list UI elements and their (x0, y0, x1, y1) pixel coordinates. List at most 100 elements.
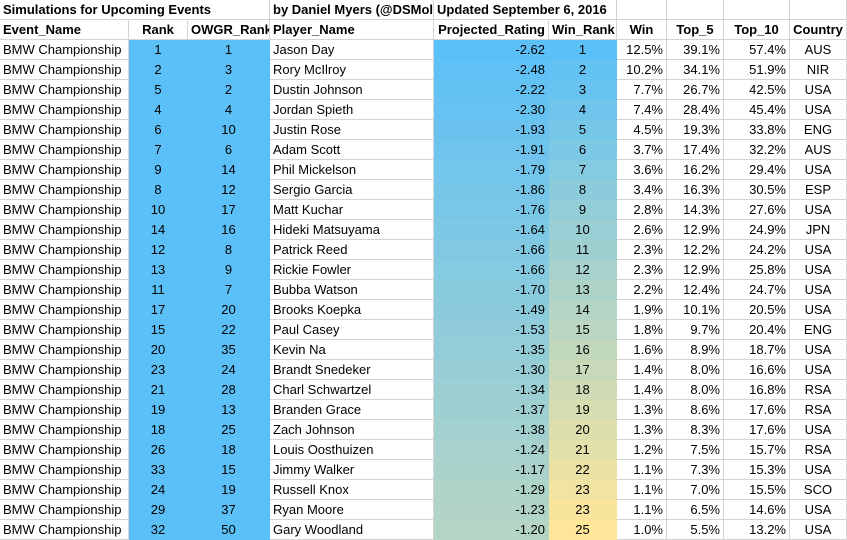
cell-win-rank[interactable]: 19 (549, 400, 617, 420)
cell-owgr-rank[interactable]: 7 (188, 280, 270, 300)
cell-top-10[interactable]: 25.8% (724, 260, 790, 280)
empty-cell[interactable] (667, 0, 724, 20)
header-country[interactable]: Country (790, 20, 847, 40)
cell-player-name[interactable]: Rory McIlroy (270, 60, 434, 80)
cell-top-5[interactable]: 16.3% (667, 180, 724, 200)
cell-top-5[interactable]: 10.1% (667, 300, 724, 320)
cell-win[interactable]: 3.7% (617, 140, 667, 160)
cell-player-name[interactable]: Louis Oosthuizen (270, 440, 434, 460)
cell-rank[interactable]: 5 (129, 80, 188, 100)
cell-event-name[interactable]: BMW Championship (0, 40, 129, 60)
cell-owgr-rank[interactable]: 1 (188, 40, 270, 60)
cell-win[interactable]: 2.3% (617, 240, 667, 260)
cell-player-name[interactable]: Paul Casey (270, 320, 434, 340)
cell-top-5[interactable]: 12.4% (667, 280, 724, 300)
cell-rank[interactable]: 1 (129, 40, 188, 60)
cell-win-rank[interactable]: 25 (549, 520, 617, 540)
cell-top-10[interactable]: 57.4% (724, 40, 790, 60)
cell-country[interactable]: USA (790, 160, 847, 180)
empty-cell[interactable] (724, 0, 790, 20)
cell-projected-rating[interactable]: -1.76 (434, 200, 549, 220)
cell-win-rank[interactable]: 17 (549, 360, 617, 380)
cell-country[interactable]: AUS (790, 40, 847, 60)
cell-event-name[interactable]: BMW Championship (0, 320, 129, 340)
cell-player-name[interactable]: Ryan Moore (270, 500, 434, 520)
cell-top-5[interactable]: 7.0% (667, 480, 724, 500)
cell-top-5[interactable]: 5.5% (667, 520, 724, 540)
cell-event-name[interactable]: BMW Championship (0, 180, 129, 200)
cell-top-5[interactable]: 14.3% (667, 200, 724, 220)
cell-player-name[interactable]: Hideki Matsuyama (270, 220, 434, 240)
cell-rank[interactable]: 18 (129, 420, 188, 440)
cell-rank[interactable]: 13 (129, 260, 188, 280)
cell-country[interactable]: ENG (790, 120, 847, 140)
cell-win[interactable]: 1.4% (617, 360, 667, 380)
cell-owgr-rank[interactable]: 16 (188, 220, 270, 240)
cell-win[interactable]: 2.8% (617, 200, 667, 220)
cell-top-5[interactable]: 19.3% (667, 120, 724, 140)
cell-event-name[interactable]: BMW Championship (0, 300, 129, 320)
cell-rank[interactable]: 26 (129, 440, 188, 460)
cell-win-rank[interactable]: 8 (549, 180, 617, 200)
cell-win[interactable]: 1.8% (617, 320, 667, 340)
cell-top-5[interactable]: 12.9% (667, 260, 724, 280)
cell-rank[interactable]: 14 (129, 220, 188, 240)
cell-win-rank[interactable]: 14 (549, 300, 617, 320)
header-top-5[interactable]: Top_5 (667, 20, 724, 40)
cell-player-name[interactable]: Branden Grace (270, 400, 434, 420)
cell-country[interactable]: USA (790, 500, 847, 520)
cell-country[interactable]: USA (790, 100, 847, 120)
cell-rank[interactable]: 33 (129, 460, 188, 480)
cell-country[interactable]: USA (790, 240, 847, 260)
cell-top-5[interactable]: 12.2% (667, 240, 724, 260)
cell-projected-rating[interactable]: -1.34 (434, 380, 549, 400)
cell-rank[interactable]: 21 (129, 380, 188, 400)
empty-cell[interactable] (790, 0, 847, 20)
cell-projected-rating[interactable]: -1.53 (434, 320, 549, 340)
cell-win[interactable]: 4.5% (617, 120, 667, 140)
cell-win[interactable]: 1.3% (617, 400, 667, 420)
cell-owgr-rank[interactable]: 14 (188, 160, 270, 180)
cell-win[interactable]: 10.2% (617, 60, 667, 80)
cell-event-name[interactable]: BMW Championship (0, 480, 129, 500)
cell-top-10[interactable]: 18.7% (724, 340, 790, 360)
cell-rank[interactable]: 23 (129, 360, 188, 380)
cell-win-rank[interactable]: 6 (549, 140, 617, 160)
cell-rank[interactable]: 6 (129, 120, 188, 140)
cell-event-name[interactable]: BMW Championship (0, 280, 129, 300)
cell-owgr-rank[interactable]: 4 (188, 100, 270, 120)
cell-rank[interactable]: 11 (129, 280, 188, 300)
cell-country[interactable]: SCO (790, 480, 847, 500)
cell-win-rank[interactable]: 12 (549, 260, 617, 280)
cell-win[interactable]: 1.9% (617, 300, 667, 320)
empty-cell[interactable] (549, 0, 617, 20)
cell-player-name[interactable]: Zach Johnson (270, 420, 434, 440)
cell-win[interactable]: 1.3% (617, 420, 667, 440)
cell-player-name[interactable]: Justin Rose (270, 120, 434, 140)
cell-win-rank[interactable]: 5 (549, 120, 617, 140)
cell-rank[interactable]: 17 (129, 300, 188, 320)
cell-projected-rating[interactable]: -1.24 (434, 440, 549, 460)
cell-player-name[interactable]: Jimmy Walker (270, 460, 434, 480)
cell-country[interactable]: RSA (790, 440, 847, 460)
cell-win-rank[interactable]: 23 (549, 480, 617, 500)
cell-rank[interactable]: 15 (129, 320, 188, 340)
cell-event-name[interactable]: BMW Championship (0, 380, 129, 400)
cell-win[interactable]: 2.6% (617, 220, 667, 240)
cell-projected-rating[interactable]: -1.91 (434, 140, 549, 160)
cell-top-10[interactable]: 42.5% (724, 80, 790, 100)
cell-top-10[interactable]: 15.3% (724, 460, 790, 480)
cell-top-10[interactable]: 17.6% (724, 400, 790, 420)
cell-top-5[interactable]: 28.4% (667, 100, 724, 120)
cell-owgr-rank[interactable]: 6 (188, 140, 270, 160)
cell-event-name[interactable]: BMW Championship (0, 500, 129, 520)
cell-country[interactable]: JPN (790, 220, 847, 240)
cell-top-5[interactable]: 16.2% (667, 160, 724, 180)
cell-event-name[interactable]: BMW Championship (0, 80, 129, 100)
cell-event-name[interactable]: BMW Championship (0, 160, 129, 180)
cell-player-name[interactable]: Brooks Koepka (270, 300, 434, 320)
cell-owgr-rank[interactable]: 18 (188, 440, 270, 460)
cell-owgr-rank[interactable]: 9 (188, 260, 270, 280)
cell-rank[interactable]: 4 (129, 100, 188, 120)
cell-country[interactable]: USA (790, 200, 847, 220)
